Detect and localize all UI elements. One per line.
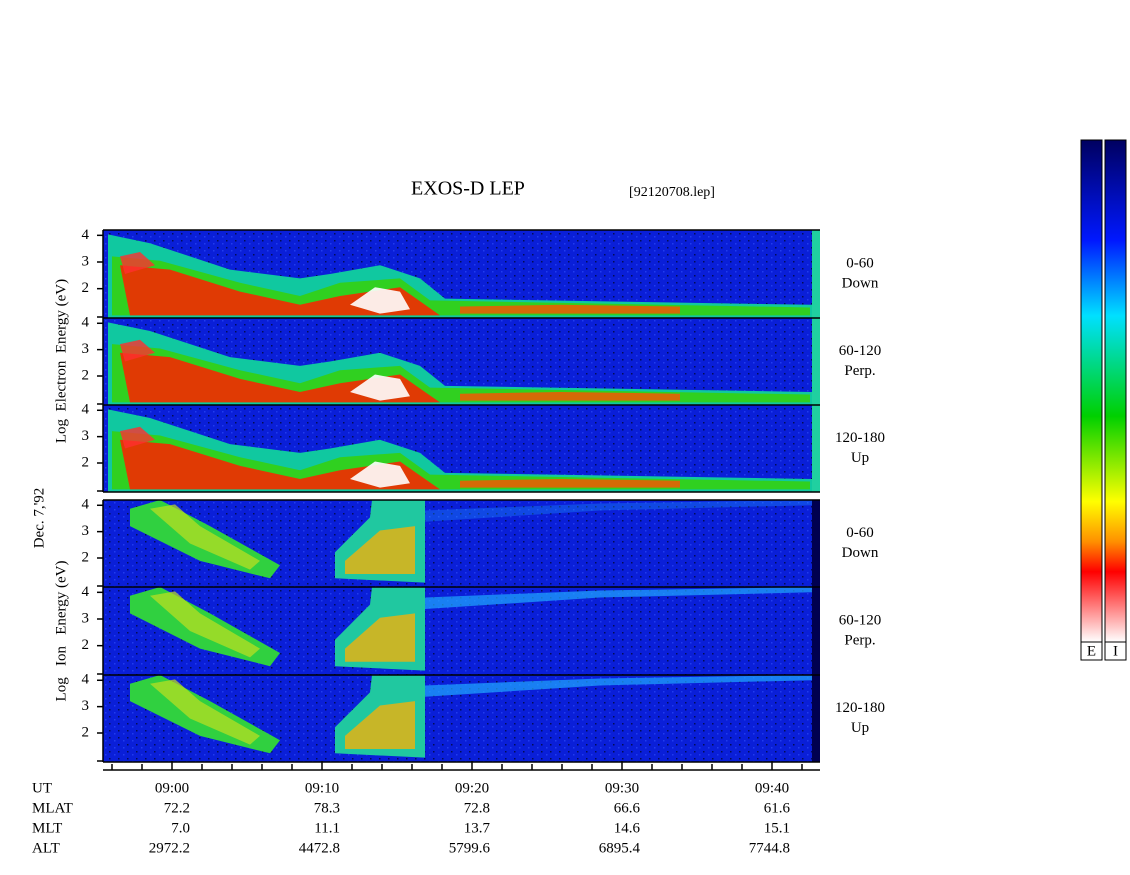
y-tick-label: 4 bbox=[82, 227, 90, 243]
color-bar-label: E bbox=[1087, 643, 1096, 659]
chart-subtitle: [92120708.lep] bbox=[629, 185, 715, 200]
panel-label: 120-180 bbox=[835, 700, 885, 716]
spectrogram-edge bbox=[812, 405, 820, 492]
spectrogram-panel bbox=[103, 318, 820, 405]
spectrogram-edge bbox=[812, 675, 820, 762]
spectrogram-feature bbox=[425, 500, 812, 522]
panel-label: Perp. bbox=[844, 363, 875, 379]
ephemeris-value: 14.6 bbox=[614, 820, 641, 836]
spectrogram-feature bbox=[120, 426, 155, 449]
ephemeris-label: UT bbox=[32, 780, 52, 796]
color-bar bbox=[1080, 139, 1103, 643]
spectrogram-feature bbox=[112, 344, 810, 403]
spectrogram-feature bbox=[150, 591, 260, 658]
y-tick-label: 2 bbox=[82, 637, 90, 653]
panel-label: Perp. bbox=[844, 632, 875, 648]
x-tick-label: 09:00 bbox=[155, 780, 189, 796]
spectrogram-feature bbox=[150, 504, 260, 570]
ephemeris-value: 4472.8 bbox=[299, 840, 340, 856]
spectrogram-edge bbox=[812, 587, 820, 675]
y-tick-label: 3 bbox=[82, 610, 90, 626]
y-axis-label: Log Ion Energy (eV) bbox=[53, 561, 69, 702]
ephemeris-value: 15.1 bbox=[764, 820, 790, 836]
spectrogram-edge bbox=[812, 318, 820, 405]
y-tick-label: 2 bbox=[82, 549, 90, 565]
spectrogram-feature bbox=[460, 478, 680, 488]
panel-label: 60-120 bbox=[839, 612, 882, 628]
panel-label: 120-180 bbox=[835, 430, 885, 446]
spectrogram-feature bbox=[460, 304, 680, 314]
ephemeris-value: 66.6 bbox=[614, 800, 641, 816]
spectrogram-feature bbox=[120, 252, 155, 274]
y-tick-label: 2 bbox=[82, 280, 90, 296]
color-bar-label: I bbox=[1113, 643, 1118, 659]
y-tick-label: 3 bbox=[82, 698, 90, 714]
y-tick-label: 3 bbox=[82, 523, 90, 539]
spectrogram-feature bbox=[425, 675, 812, 697]
panel-label: Up bbox=[851, 450, 869, 466]
ephemeris-value: 72.2 bbox=[164, 800, 190, 816]
spectrogram-feature bbox=[350, 461, 410, 488]
y-tick-label: 4 bbox=[82, 315, 90, 331]
ephemeris-label: MLAT bbox=[32, 800, 73, 816]
panel-label: 60-120 bbox=[839, 343, 882, 359]
x-tick-label: 09:20 bbox=[455, 780, 489, 796]
panel-label: 0-60 bbox=[846, 525, 874, 541]
color-bar-label-box bbox=[1104, 641, 1127, 661]
spectrogram-feature bbox=[120, 339, 155, 362]
spectrogram-feature bbox=[112, 431, 810, 490]
x-tick-label: 09:10 bbox=[305, 780, 339, 796]
spectrogram-feature bbox=[350, 374, 410, 401]
panel-label: Down bbox=[842, 275, 879, 291]
panel-label: Down bbox=[842, 545, 879, 561]
ephemeris-value: 7.0 bbox=[171, 820, 190, 836]
y-tick-label: 3 bbox=[82, 341, 90, 357]
spectrogram-panel bbox=[103, 230, 820, 318]
y-tick-label: 2 bbox=[82, 454, 90, 470]
y-tick-label: 3 bbox=[82, 253, 90, 269]
ephemeris-value: 11.1 bbox=[314, 820, 340, 836]
x-tick-label: 09:30 bbox=[605, 780, 639, 796]
spectrogram-panel bbox=[103, 405, 820, 492]
x-tick-label: 09:40 bbox=[755, 780, 789, 796]
spectrogram-feature bbox=[350, 287, 410, 314]
spectrogram-feature bbox=[345, 701, 415, 749]
y-tick-label: 4 bbox=[82, 584, 90, 600]
panel-label: Up bbox=[851, 720, 869, 736]
y-tick-label: 4 bbox=[82, 672, 90, 688]
spectrogram-feature bbox=[150, 679, 260, 745]
panel-label: 0-60 bbox=[846, 255, 874, 271]
spectrogram-edge bbox=[812, 230, 820, 318]
ephemeris-value: 2972.2 bbox=[149, 840, 190, 856]
y-axis-label: Log Electron Energy (eV) bbox=[53, 279, 69, 443]
ephemeris-label: ALT bbox=[32, 840, 60, 856]
ephemeris-value: 7744.8 bbox=[749, 840, 790, 856]
y-tick-label: 3 bbox=[82, 428, 90, 444]
spectrogram-feature bbox=[345, 526, 415, 574]
spectrogram-panel bbox=[103, 500, 820, 587]
y-tick-label: 2 bbox=[82, 367, 90, 383]
ephemeris-value: 61.6 bbox=[764, 800, 791, 816]
spectrogram-panel bbox=[103, 587, 820, 675]
ephemeris-value: 72.8 bbox=[464, 800, 490, 816]
y-tick-label: 2 bbox=[82, 724, 90, 740]
chart-title: EXOS-D LEP bbox=[411, 178, 525, 200]
ephemeris-value: 13.7 bbox=[464, 820, 491, 836]
y-tick-label: 4 bbox=[82, 497, 90, 513]
ephemeris-value: 78.3 bbox=[314, 800, 340, 816]
ephemeris-value: 5799.6 bbox=[449, 840, 491, 856]
spectrogram-feature bbox=[460, 391, 680, 401]
spectrogram-panel bbox=[103, 675, 820, 762]
color-bar bbox=[1104, 139, 1127, 643]
ephemeris-label: MLT bbox=[32, 820, 62, 836]
color-bar-label-box bbox=[1080, 641, 1103, 661]
ephemeris-value: 6895.4 bbox=[599, 840, 641, 856]
spectrogram-feature bbox=[112, 256, 810, 316]
spectrogram-edge bbox=[812, 500, 820, 587]
spectrogram-feature bbox=[345, 613, 415, 662]
spectrogram-feature bbox=[425, 587, 812, 609]
date-label: Dec. 7,'92 bbox=[31, 488, 47, 549]
y-tick-label: 4 bbox=[82, 402, 90, 418]
